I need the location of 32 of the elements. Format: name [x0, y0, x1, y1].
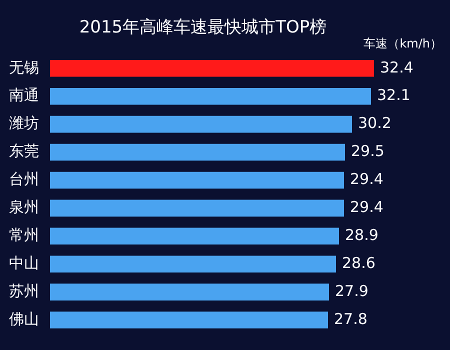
y-tick-label: 泉州: [9, 198, 39, 216]
data-label: 28.6: [342, 254, 376, 272]
data-label: 29.5: [351, 142, 384, 160]
bar: [50, 88, 371, 105]
bar: [50, 284, 329, 300]
bar: [50, 60, 374, 77]
data-label: 32.1: [377, 86, 410, 104]
data-label: 32.4: [380, 58, 414, 76]
data-label: 28.9: [345, 226, 378, 244]
bar: [50, 116, 352, 133]
y-tick-label: 东莞: [9, 142, 39, 160]
data-label: 27.8: [334, 310, 368, 328]
bar: [50, 172, 344, 189]
y-tick-label: 常州: [9, 226, 39, 244]
bar: [50, 256, 336, 272]
y-tick-label: 潍坊: [9, 114, 39, 132]
y-tick-label: 苏州: [9, 282, 39, 300]
bar: [50, 228, 339, 245]
data-label: 29.4: [350, 198, 384, 216]
bar: [50, 144, 345, 161]
bar: [50, 200, 344, 217]
y-tick-label: 无锡: [9, 58, 39, 76]
data-label: 30.2: [358, 114, 392, 132]
y-tick-label: 台州: [9, 170, 39, 188]
data-label: 29.4: [350, 170, 384, 188]
data-label: 27.9: [335, 282, 368, 300]
y-tick-label: 中山: [9, 254, 39, 272]
y-tick-label: 南通: [9, 86, 39, 104]
bar: [50, 312, 328, 328]
chart-title: 2015年高峰车速最快城市TOP榜: [79, 18, 327, 38]
text: 车速（km/h）: [364, 36, 442, 51]
y-tick-label: 佛山: [9, 310, 39, 328]
